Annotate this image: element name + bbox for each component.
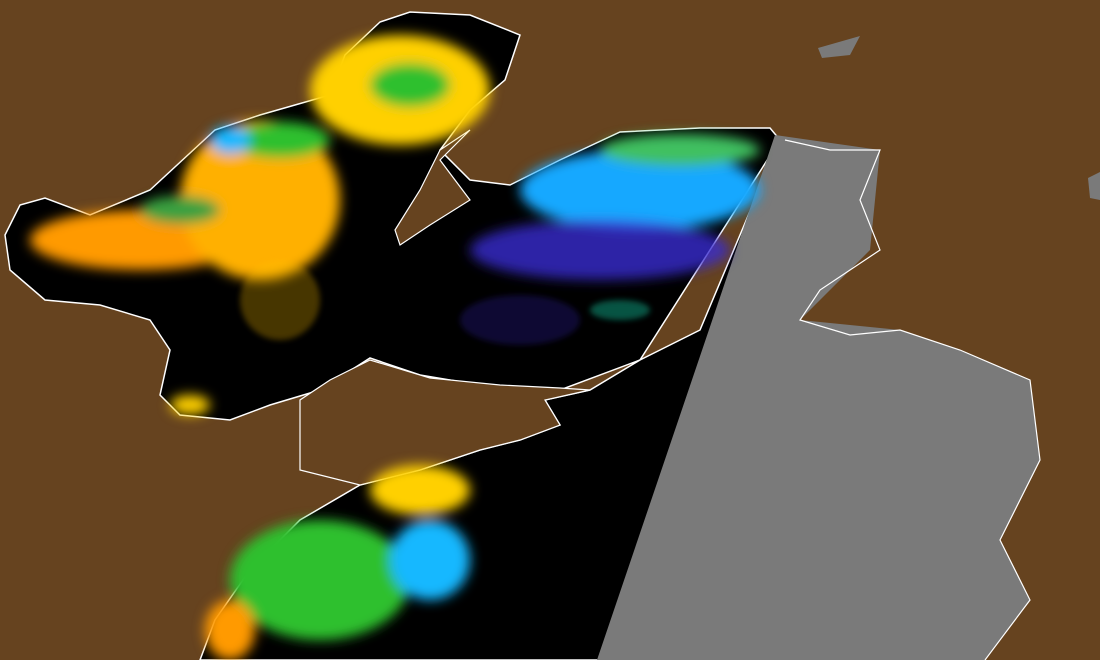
shandong-peninsula xyxy=(299,359,591,486)
chlorophyll-layer xyxy=(30,35,760,660)
bloom-south-yellow xyxy=(370,465,470,515)
speckle-yellow xyxy=(240,260,320,340)
bloom-bohai-green xyxy=(370,63,450,107)
island-east xyxy=(1088,172,1100,200)
speckle-cyan xyxy=(590,300,650,320)
bloom-south-green xyxy=(230,520,410,640)
liaodong-peninsula xyxy=(394,129,471,246)
swath-gap xyxy=(597,135,1040,660)
speckle-layer xyxy=(240,260,650,345)
island-lake xyxy=(818,36,860,58)
bloom-south-orange xyxy=(205,600,255,660)
bloom-bohai-yellow xyxy=(180,120,340,280)
bloom-ny-indigo xyxy=(470,220,730,280)
bloom-sw-yellow xyxy=(170,395,210,415)
bloom-south-cyan xyxy=(390,520,470,600)
bloom-bohai-green3 xyxy=(140,196,220,224)
bloom-ny-green xyxy=(600,134,760,166)
bloom-ny-blue xyxy=(520,150,760,230)
speckle-indigo xyxy=(460,295,580,345)
swath-coastline xyxy=(784,139,1041,660)
bloom-bohai-blue xyxy=(210,126,250,154)
bloom-bohai-green2 xyxy=(230,122,330,158)
